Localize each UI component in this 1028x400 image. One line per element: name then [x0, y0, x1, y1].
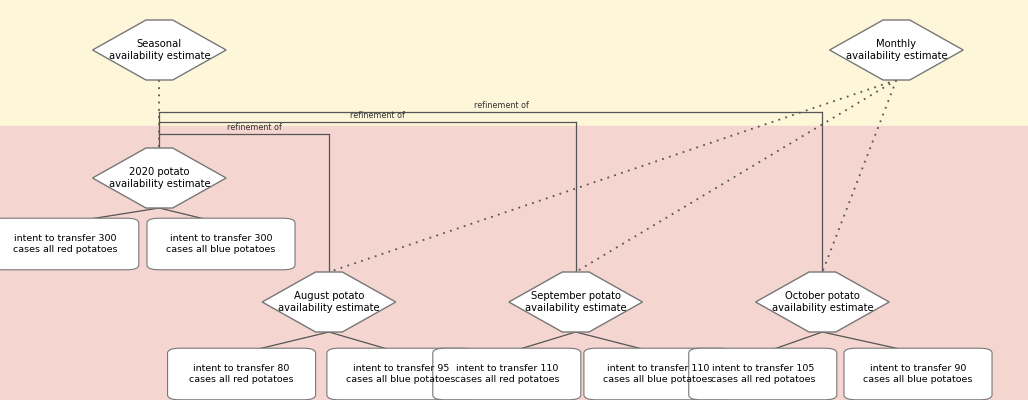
FancyBboxPatch shape	[168, 348, 316, 400]
Text: intent to transfer 105
cases all red potatoes: intent to transfer 105 cases all red pot…	[710, 364, 815, 384]
Text: 2020 potato
availability estimate: 2020 potato availability estimate	[109, 167, 210, 189]
Text: intent to transfer 300
cases all blue potatoes: intent to transfer 300 cases all blue po…	[167, 234, 276, 254]
Text: intent to transfer 110
cases all red potatoes: intent to transfer 110 cases all red pot…	[454, 364, 559, 384]
FancyBboxPatch shape	[844, 348, 992, 400]
FancyBboxPatch shape	[147, 218, 295, 270]
Polygon shape	[756, 272, 889, 332]
Text: intent to transfer 300
cases all red potatoes: intent to transfer 300 cases all red pot…	[12, 234, 117, 254]
Text: August potato
availability estimate: August potato availability estimate	[279, 291, 379, 313]
Text: refinement of: refinement of	[351, 111, 405, 120]
Text: intent to transfer 90
cases all blue potatoes: intent to transfer 90 cases all blue pot…	[864, 364, 972, 384]
FancyBboxPatch shape	[584, 348, 732, 400]
FancyBboxPatch shape	[0, 218, 139, 270]
Text: Monthly
availability estimate: Monthly availability estimate	[846, 39, 947, 61]
Text: September potato
availability estimate: September potato availability estimate	[525, 291, 626, 313]
Text: refinement of: refinement of	[227, 123, 282, 132]
Polygon shape	[93, 20, 226, 80]
FancyBboxPatch shape	[433, 348, 581, 400]
FancyBboxPatch shape	[689, 348, 837, 400]
Polygon shape	[830, 20, 963, 80]
Bar	[0, 0, 1028, 126]
FancyBboxPatch shape	[327, 348, 475, 400]
Text: Seasonal
availability estimate: Seasonal availability estimate	[109, 39, 210, 61]
Polygon shape	[93, 148, 226, 208]
Text: refinement of: refinement of	[474, 101, 528, 110]
Text: intent to transfer 95
cases all blue potatoes: intent to transfer 95 cases all blue pot…	[346, 364, 455, 384]
Polygon shape	[509, 272, 642, 332]
Text: intent to transfer 80
cases all red potatoes: intent to transfer 80 cases all red pota…	[189, 364, 294, 384]
Text: intent to transfer 110
cases all blue potatoes: intent to transfer 110 cases all blue po…	[603, 364, 712, 384]
Text: October potato
availability estimate: October potato availability estimate	[772, 291, 873, 313]
Polygon shape	[262, 272, 396, 332]
Bar	[0, 126, 1028, 400]
